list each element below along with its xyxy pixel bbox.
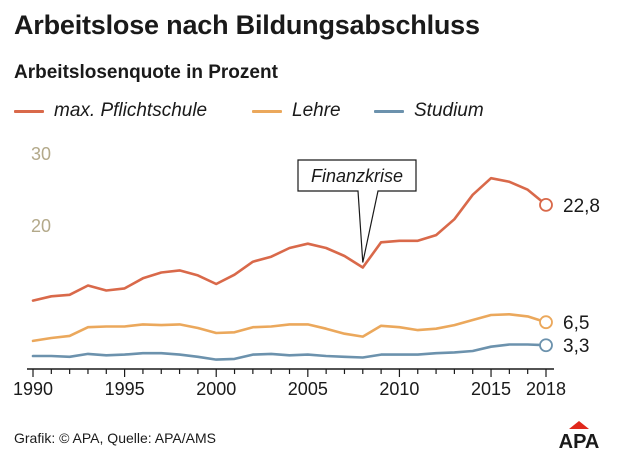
x-tick-label: 2010 [379, 379, 419, 399]
y-tick-label: 20 [31, 216, 51, 236]
x-tick-label: 2000 [196, 379, 236, 399]
legend-item-lehre: Lehre [252, 100, 341, 122]
x-tick-label: 1990 [13, 379, 53, 399]
series-line-lehre [31, 312, 548, 343]
legend-label-pflichtschule: max. Pflichtschule [54, 100, 208, 121]
legend-swatch-lehre [252, 109, 282, 113]
legend-label-lehre: Lehre [292, 100, 341, 121]
annotation-label: Finanzkrise [311, 166, 403, 186]
source-footer: Grafik: © APA, Quelle: APA/AMS [14, 430, 216, 446]
end-label-pflichtschule: 22,8 [563, 196, 600, 217]
legend-label-studium: Studium [414, 100, 484, 121]
y-tick-label: 30 [31, 144, 51, 164]
end-label-lehre: 6,5 [563, 313, 589, 334]
legend-item-pflichtschule: max. Pflichtschule [14, 100, 207, 122]
end-marker-pflichtschule [539, 197, 553, 212]
legend-swatch-pflichtschule [14, 109, 44, 113]
end-marker-lehre [539, 315, 553, 330]
logo-text: APA [559, 431, 600, 449]
chart-title: Arbeitslose nach Bildungsabschluss [14, 10, 480, 40]
apa-logo: APA [559, 421, 600, 449]
annotation-callout [297, 159, 417, 263]
series-line-studium [31, 343, 548, 361]
legend: max. Pflichtschule Lehre Studium [14, 100, 614, 126]
end-label-studium: 3,3 [563, 336, 589, 357]
legend-swatch-studium [374, 109, 404, 113]
x-tick-label: 2005 [288, 379, 328, 399]
chart-subtitle: Arbeitslosenquote in Prozent [14, 62, 278, 83]
end-marker-studium [539, 338, 553, 353]
x-tick-label: 2018 [526, 379, 566, 399]
logo-roof-icon [569, 421, 589, 429]
x-tick-label: 1995 [105, 379, 145, 399]
series-line-pflichtschule [31, 176, 548, 302]
legend-item-studium: Studium [374, 100, 484, 122]
x-tick-label: 2015 [471, 379, 511, 399]
